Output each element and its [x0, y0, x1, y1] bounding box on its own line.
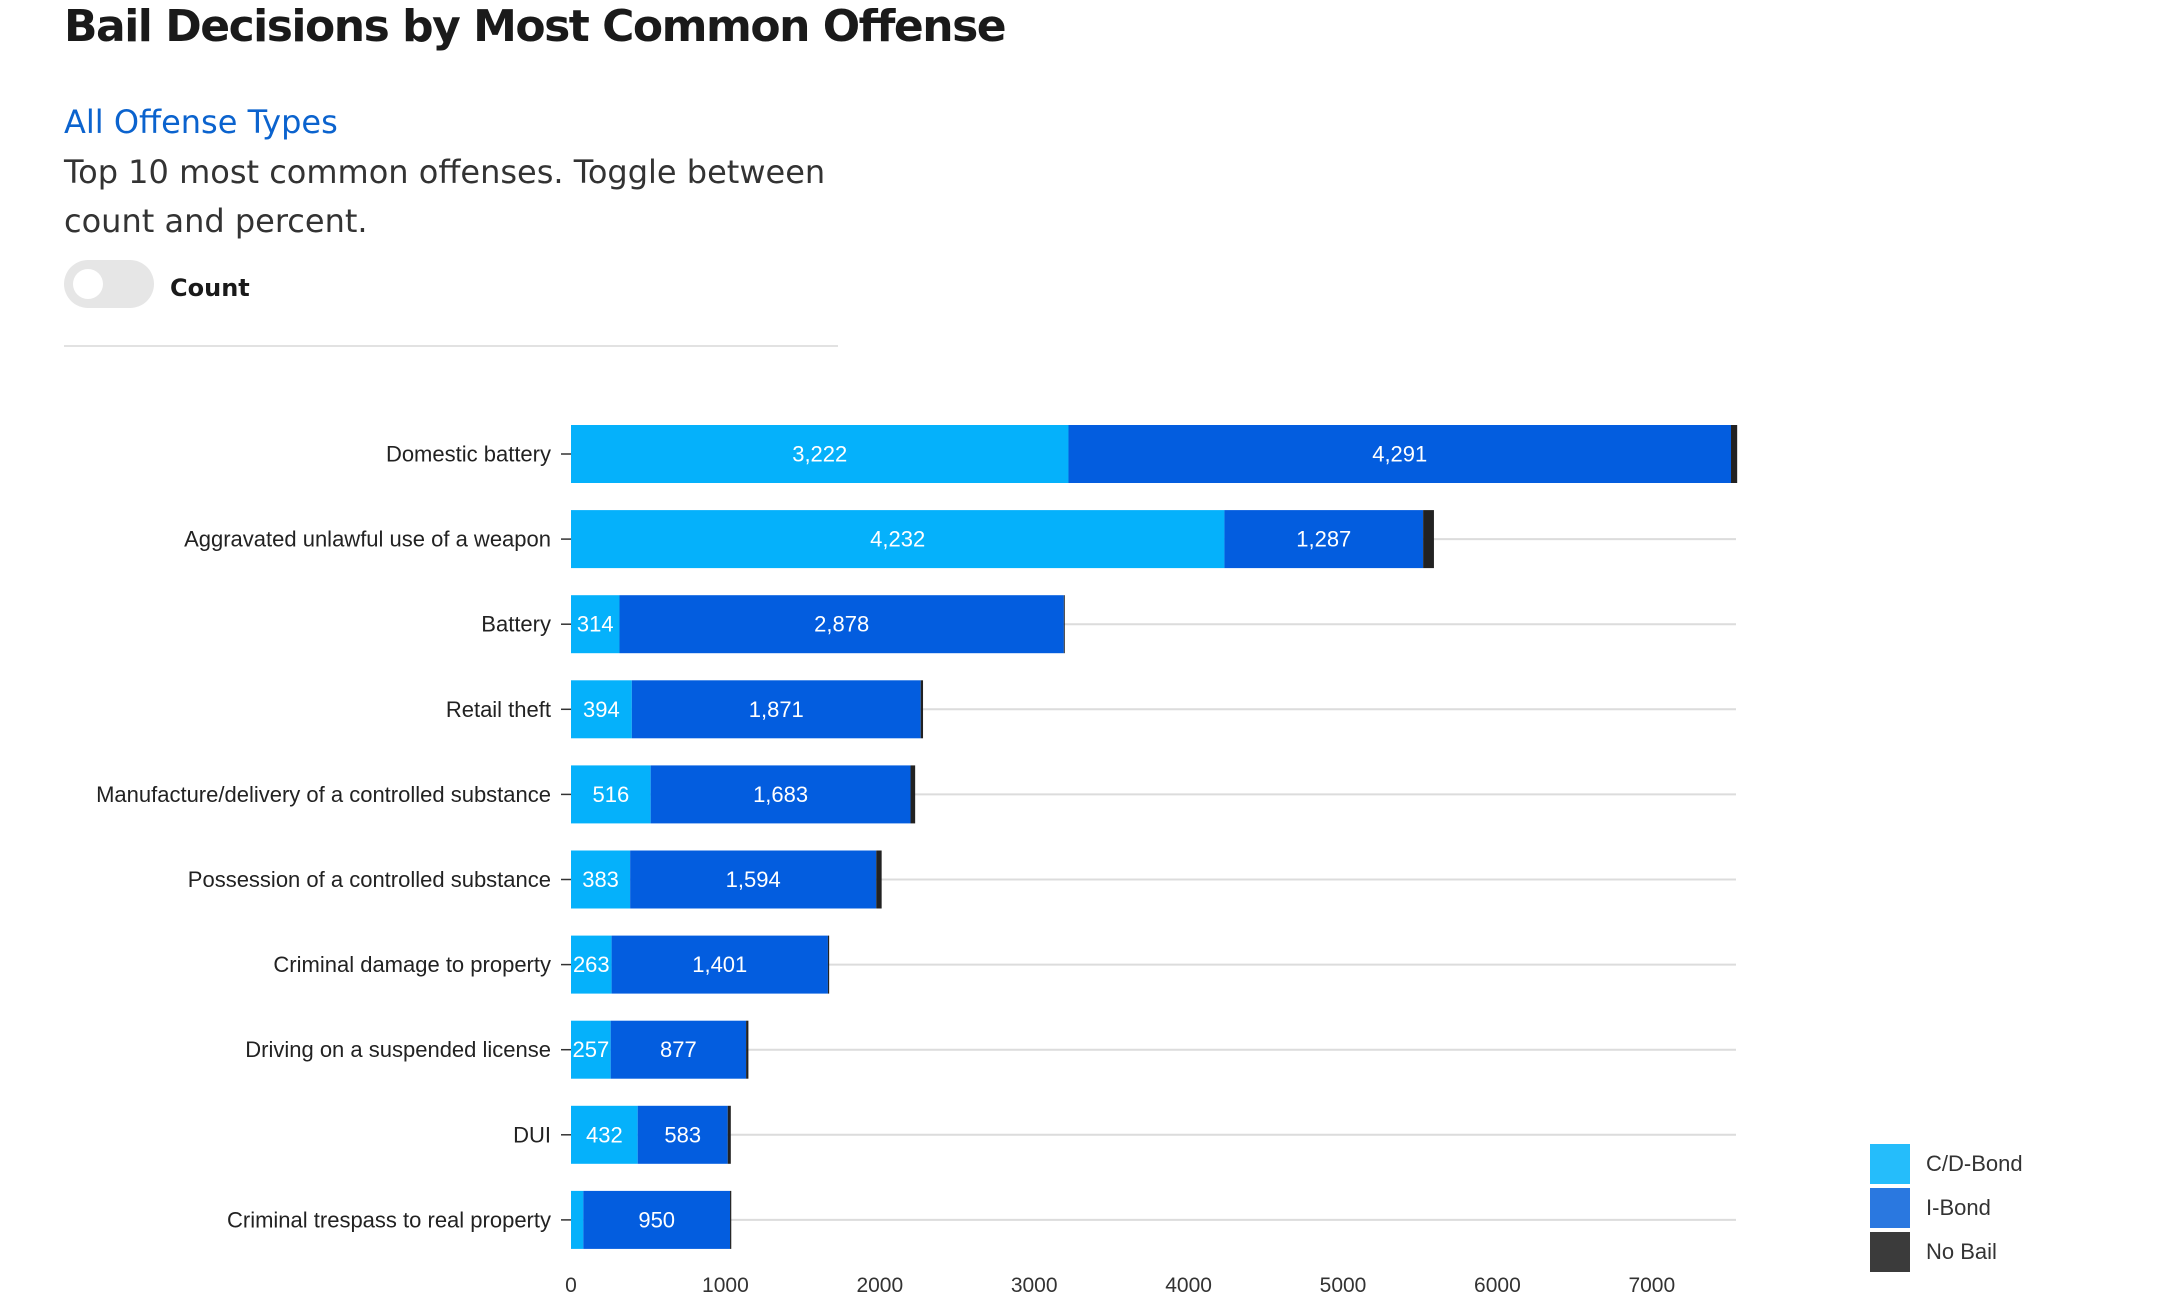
bar-value-label: 1,683: [753, 782, 808, 807]
bar-segment[interactable]: [637, 1105, 728, 1164]
legend-label-i-bond: I-Bond: [1926, 1195, 1991, 1220]
bar-segment[interactable]: [571, 1020, 611, 1079]
bar-segment[interactable]: [1731, 425, 1738, 483]
value-tick-label: 5000: [1320, 1274, 1367, 1297]
legend-item-no-bail[interactable]: No Bail: [1870, 1230, 2023, 1274]
page-title: Bail Decisions by Most Common Offense: [64, 1, 1007, 52]
bar-value-label: 950: [638, 1207, 675, 1232]
legend-item-i-bond[interactable]: I-Bond: [1870, 1186, 2023, 1230]
bar-segment[interactable]: [571, 425, 1069, 483]
bar-value-label: 432: [586, 1122, 623, 1147]
toggle-label: Count: [170, 274, 250, 302]
legend-swatch-i-bond: [1870, 1188, 1910, 1228]
value-tick-label: 2000: [856, 1274, 903, 1297]
bar-segment[interactable]: [571, 595, 620, 654]
bar-segment[interactable]: [1224, 510, 1424, 569]
bar-segment[interactable]: [571, 510, 1225, 569]
bar-value-label: 263: [573, 952, 610, 977]
category-label: Domestic battery: [386, 442, 551, 467]
bars: [571, 425, 1738, 1249]
category-label: Battery: [481, 612, 551, 637]
bar-value-label: 1,401: [692, 952, 747, 977]
bar-value-label: 1,287: [1296, 527, 1351, 552]
offense-type-link[interactable]: All Offense Types: [64, 103, 338, 141]
bar-value-label: 4,232: [870, 527, 925, 552]
bar-segment[interactable]: [619, 595, 1064, 654]
gridlines: [571, 453, 1736, 1221]
bar-value-label: 394: [583, 697, 620, 722]
bar-segment[interactable]: [611, 935, 828, 994]
bar-segment[interactable]: [571, 765, 651, 824]
bar-segment[interactable]: [571, 850, 631, 909]
value-tick-label: 4000: [1165, 1274, 1212, 1297]
legend-swatch-cd-bond: [1870, 1144, 1910, 1184]
bar-segment[interactable]: [571, 1190, 584, 1249]
bar-segment[interactable]: [727, 1105, 731, 1164]
bar-segment[interactable]: [910, 765, 916, 824]
legend-label-cd-bond: C/D-Bond: [1926, 1151, 2023, 1176]
bar-segment[interactable]: [1068, 425, 1732, 483]
bar-segment[interactable]: [631, 680, 921, 739]
legend-item-cd-bond[interactable]: C/D-Bond: [1870, 1142, 2023, 1186]
value-axis: 0 1000 2000 3000 4000 5000 6000 7000: [565, 1274, 1675, 1297]
value-tick-label: 6000: [1474, 1274, 1521, 1297]
value-tick-label: 1000: [702, 1274, 749, 1297]
bar-value-label: 1,871: [749, 697, 804, 722]
value-tick-label: 0: [565, 1274, 577, 1297]
category-axis: Domestic battery Aggravated unlawful use …: [96, 442, 571, 1232]
bar-value-label: 257: [572, 1037, 609, 1062]
bar-segment[interactable]: [583, 1190, 731, 1249]
bar-segment[interactable]: [650, 765, 911, 824]
bar-value-label: 583: [664, 1122, 701, 1147]
category-label: Manufacture/delivery of a controlled sub…: [96, 782, 551, 807]
bar-value-label: 2,878: [814, 612, 869, 637]
bar-labels: 3,222 4,291 4,232 1,287 314 2,878 394 1,871 516 1…: [572, 442, 1427, 1233]
bar-value-label: 4,291: [1372, 442, 1427, 467]
legend-swatch-no-bail: [1870, 1232, 1910, 1272]
category-label: Criminal trespass to real property: [227, 1207, 551, 1232]
bar-value-label: 314: [577, 612, 614, 637]
legend-label-no-bail: No Bail: [1926, 1239, 1997, 1264]
bar-value-label: 1,594: [726, 867, 781, 892]
bar-segment[interactable]: [571, 1105, 638, 1164]
value-tick-label: 7000: [1628, 1274, 1675, 1297]
bar-chart: 3,222 4,291 4,232 1,287 314 2,878 394 1,871 516 1…: [96, 425, 1738, 1297]
bar-segment[interactable]: [571, 935, 612, 994]
bar-segment[interactable]: [1063, 595, 1065, 654]
category-label: Possession of a controlled substance: [188, 867, 551, 892]
bar-segment[interactable]: [610, 1020, 747, 1079]
category-label: Driving on a suspended license: [245, 1037, 551, 1062]
count-percent-toggle[interactable]: [64, 260, 154, 308]
category-label: Aggravated unlawful use of a weapon: [184, 527, 551, 552]
bar-segment[interactable]: [827, 935, 830, 994]
bar-segment[interactable]: [876, 850, 882, 909]
category-label: Criminal damage to property: [273, 952, 551, 977]
bar-value-label: 383: [582, 867, 619, 892]
bar-segment[interactable]: [746, 1020, 749, 1079]
bar-segment[interactable]: [571, 680, 632, 739]
bar-segment[interactable]: [730, 1190, 732, 1249]
bar-segment[interactable]: [1423, 510, 1434, 569]
bar-segment[interactable]: [630, 850, 877, 909]
legend: C/D-Bond I-Bond No Bail: [1870, 1142, 2023, 1274]
bar-value-label: 3,222: [792, 442, 847, 467]
chart-description: Top 10 most common offenses. Toggle betw…: [64, 153, 826, 240]
category-label: DUI: [513, 1122, 551, 1147]
category-label: Retail theft: [446, 697, 551, 722]
divider: [64, 345, 838, 347]
bar-value-label: 516: [592, 782, 629, 807]
bar-value-label: 877: [660, 1037, 697, 1062]
toggle-knob: [73, 269, 103, 299]
value-tick-label: 3000: [1011, 1274, 1058, 1297]
bar-segment[interactable]: [920, 680, 924, 739]
